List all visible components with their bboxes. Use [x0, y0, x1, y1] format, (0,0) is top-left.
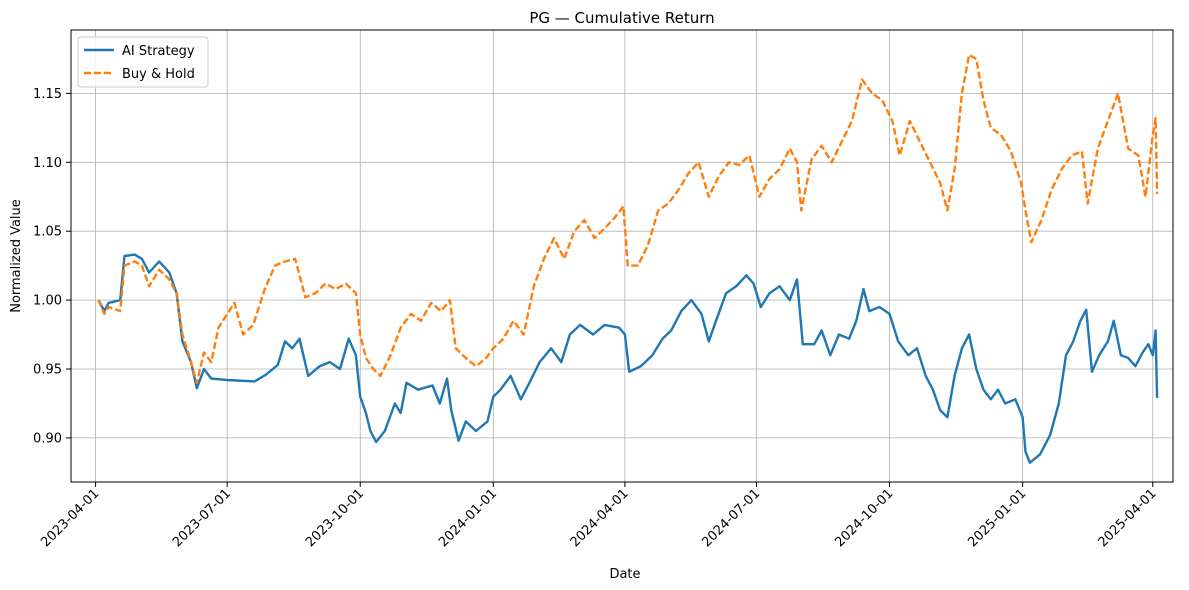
y-tick-label: 0.95 [33, 363, 62, 378]
y-tick-label: 1.10 [33, 156, 62, 171]
y-tick-label: 1.00 [33, 294, 62, 309]
series-line-ai-strategy [97, 253, 1159, 464]
legend-label-buy-hold: Buy & Hold [122, 67, 195, 82]
legend: AI Strategy Buy & Hold [77, 36, 209, 88]
grid [71, 30, 1173, 482]
y-axis: 0.90 0.95 1.00 1.05 1.10 1.15 [33, 87, 71, 446]
series-line-buy-hold [97, 53, 1159, 384]
y-axis-label: Normalized Value [9, 199, 24, 313]
series-layer [97, 53, 1159, 464]
y-tick-label: 1.15 [33, 87, 62, 102]
y-tick-label: 0.90 [33, 431, 62, 446]
y-tick-label: 1.05 [33, 225, 62, 240]
legend-label-ai-strategy: AI Strategy [122, 44, 195, 59]
plot-frame [70, 29, 1174, 483]
x-axis-label: Date [609, 567, 640, 582]
chart-title: PG — Cumulative Return [529, 9, 714, 27]
